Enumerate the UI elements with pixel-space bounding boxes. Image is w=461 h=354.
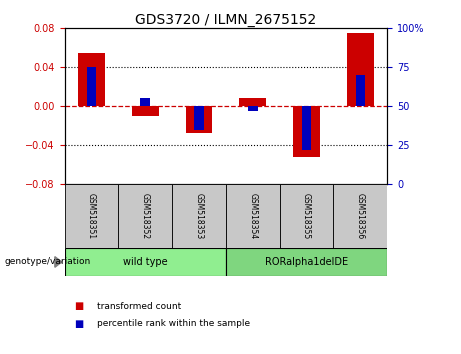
Text: ■: ■ (74, 319, 83, 329)
Bar (226, 184, 280, 248)
Text: ■: ■ (74, 301, 83, 311)
Bar (140, 98, 150, 106)
Bar (132, 106, 159, 116)
Text: GSM518354: GSM518354 (248, 193, 257, 239)
Bar (301, 106, 311, 150)
Text: GSM518352: GSM518352 (141, 193, 150, 239)
Title: GDS3720 / ILMN_2675152: GDS3720 / ILMN_2675152 (135, 13, 317, 27)
Text: GSM518353: GSM518353 (195, 193, 203, 239)
Bar (239, 98, 266, 106)
Bar (355, 75, 365, 106)
Text: transformed count: transformed count (97, 302, 181, 311)
Bar (293, 106, 320, 157)
Bar (185, 106, 213, 133)
Bar (226, 248, 387, 276)
Text: genotype/variation: genotype/variation (5, 257, 91, 267)
Bar (248, 106, 258, 111)
Text: RORalpha1delDE: RORalpha1delDE (265, 257, 348, 267)
Bar (65, 184, 118, 248)
Text: GSM518351: GSM518351 (87, 193, 96, 239)
Bar (87, 67, 96, 106)
Bar (78, 53, 105, 106)
Bar (347, 33, 374, 106)
Text: GSM518355: GSM518355 (302, 193, 311, 239)
Text: wild type: wild type (123, 257, 167, 267)
Bar (194, 106, 204, 130)
Bar (280, 184, 333, 248)
Bar (118, 184, 172, 248)
Bar (65, 248, 226, 276)
Text: percentile rank within the sample: percentile rank within the sample (97, 319, 250, 329)
Bar (172, 184, 226, 248)
Text: GSM518356: GSM518356 (356, 193, 365, 239)
Bar (333, 184, 387, 248)
